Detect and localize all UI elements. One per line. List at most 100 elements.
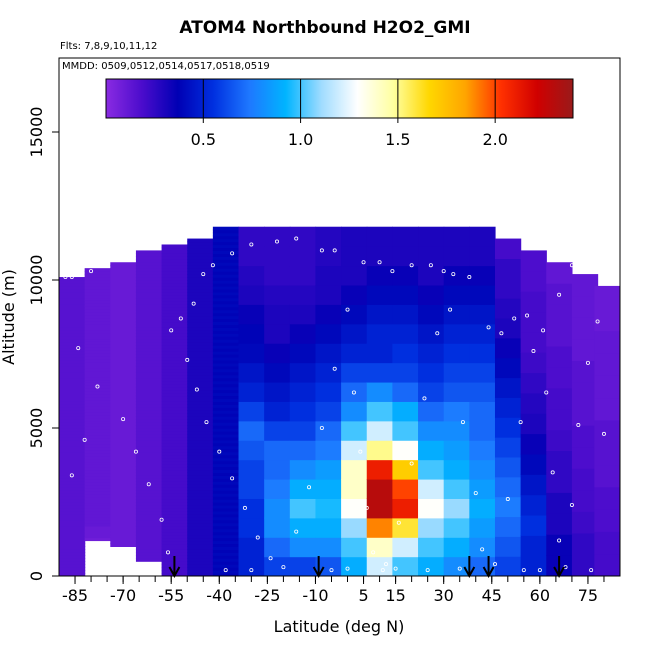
heatmap-cell: [84, 326, 111, 331]
heatmap-cell: [212, 235, 240, 240]
flight-track-point: [76, 346, 81, 351]
heatmap-cell: [212, 315, 240, 320]
heatmap-cell: [161, 256, 188, 260]
heatmap-cell: [161, 315, 188, 320]
heatmap-cell: [59, 333, 86, 337]
heatmap-cell: [135, 389, 163, 394]
heatmap-cell: [135, 478, 163, 482]
heatmap-cell: [110, 410, 137, 414]
heatmap-cell: [161, 244, 188, 249]
heatmap-cell: [110, 490, 137, 494]
heatmap-cell: [59, 419, 86, 423]
heatmap-cell: [187, 451, 214, 456]
heatmap-cell: [264, 323, 291, 344]
heatmap-cell: [84, 414, 111, 419]
heatmap-cell: [110, 374, 137, 379]
heatmap-cell: [212, 401, 240, 405]
heatmap-cell: [212, 229, 240, 234]
heatmap-cell: [187, 510, 214, 515]
heatmap-cell: [341, 381, 368, 402]
heatmap-cell: [84, 388, 111, 392]
heatmap-cell: [289, 420, 317, 441]
heatmap-cell: [187, 345, 214, 349]
heatmap-cell: [571, 532, 599, 556]
heatmap-cell: [187, 282, 214, 287]
heatmap-cell: [161, 516, 188, 521]
heatmap-cell: [469, 537, 496, 558]
flight-track-point: [345, 307, 350, 312]
heatmap-cell: [187, 268, 214, 272]
heatmap-cell: [212, 410, 240, 414]
heatmap-cell: [212, 531, 240, 536]
flight-track-point: [390, 269, 395, 274]
heatmap-cell: [135, 282, 163, 287]
heatmap-cell: [392, 323, 419, 344]
flight-track-point: [380, 568, 385, 573]
heatmap-cell: [494, 258, 522, 279]
heatmap-cell: [366, 517, 393, 538]
heatmap-cell: [212, 392, 240, 397]
heatmap-cell: [59, 430, 86, 435]
heatmap-cell: [110, 484, 137, 488]
heatmap-cell: [161, 297, 188, 302]
heatmap-cell: [161, 543, 188, 547]
heatmap-cell: [418, 381, 445, 402]
heatmap-cell: [84, 423, 111, 427]
heatmap-cell: [594, 352, 620, 376]
heatmap-cell: [161, 365, 188, 370]
heatmap-cell: [84, 411, 111, 416]
heatmap-cell: [341, 226, 368, 247]
heatmap-cell: [212, 288, 240, 293]
heatmap-cell: [135, 398, 163, 402]
heatmap-cell: [135, 392, 163, 397]
heatmap-cell: [443, 401, 470, 422]
heatmap-cell: [418, 440, 445, 461]
heatmap-cell: [264, 246, 291, 267]
heatmap-cell: [110, 413, 137, 417]
heatmap-cell: [341, 517, 368, 538]
heatmap-cell: [84, 402, 111, 407]
heatmap-cell: [110, 466, 137, 471]
heatmap-cell: [187, 327, 214, 331]
heatmap-cell: [187, 354, 214, 358]
heatmap-cell: [315, 537, 342, 558]
heatmap-cell: [84, 347, 111, 351]
heatmap-cell: [135, 297, 163, 302]
heatmap-cell: [84, 285, 111, 290]
heatmap-cell: [212, 457, 240, 462]
heatmap-cell: [161, 481, 188, 485]
heatmap-cell: [110, 377, 137, 382]
heatmap-cell: [135, 354, 163, 358]
heatmap-cell: [110, 528, 137, 533]
heatmap-cell: [161, 306, 188, 311]
heatmap-cell: [161, 490, 188, 494]
colorbar-bar: [105, 78, 574, 119]
heatmap-cell: [289, 381, 317, 402]
heatmap-cell: [110, 502, 137, 506]
heatmap-cell: [110, 445, 137, 450]
heatmap-cell: [59, 345, 86, 349]
heatmap-cell: [84, 379, 111, 383]
heatmap-cell: [212, 460, 240, 465]
heatmap-cell: [443, 440, 470, 461]
heatmap-cell: [110, 383, 137, 388]
flight-track-point: [63, 275, 68, 280]
heatmap-cell: [135, 516, 163, 521]
flights-subtitle: Flts: 7,8,9,10,11,12: [60, 41, 158, 52]
heatmap-cell: [135, 419, 163, 423]
heatmap-cell: [161, 540, 188, 545]
heatmap-cell: [212, 407, 240, 411]
flight-track-point: [223, 568, 228, 573]
flight-track-point: [409, 461, 414, 466]
flight-track-point: [364, 505, 369, 510]
colorbar-tick-label: 1.5: [385, 130, 410, 149]
heatmap-cell: [546, 534, 573, 556]
heatmap-cell: [212, 271, 240, 275]
heatmap-cell: [59, 356, 86, 361]
heatmap-cell: [212, 333, 240, 337]
heatmap-cell: [84, 487, 111, 492]
heatmap-cell: [212, 528, 240, 533]
heatmap-cell: [84, 297, 111, 301]
heatmap-cell: [212, 312, 240, 317]
heatmap-cell: [418, 401, 445, 422]
